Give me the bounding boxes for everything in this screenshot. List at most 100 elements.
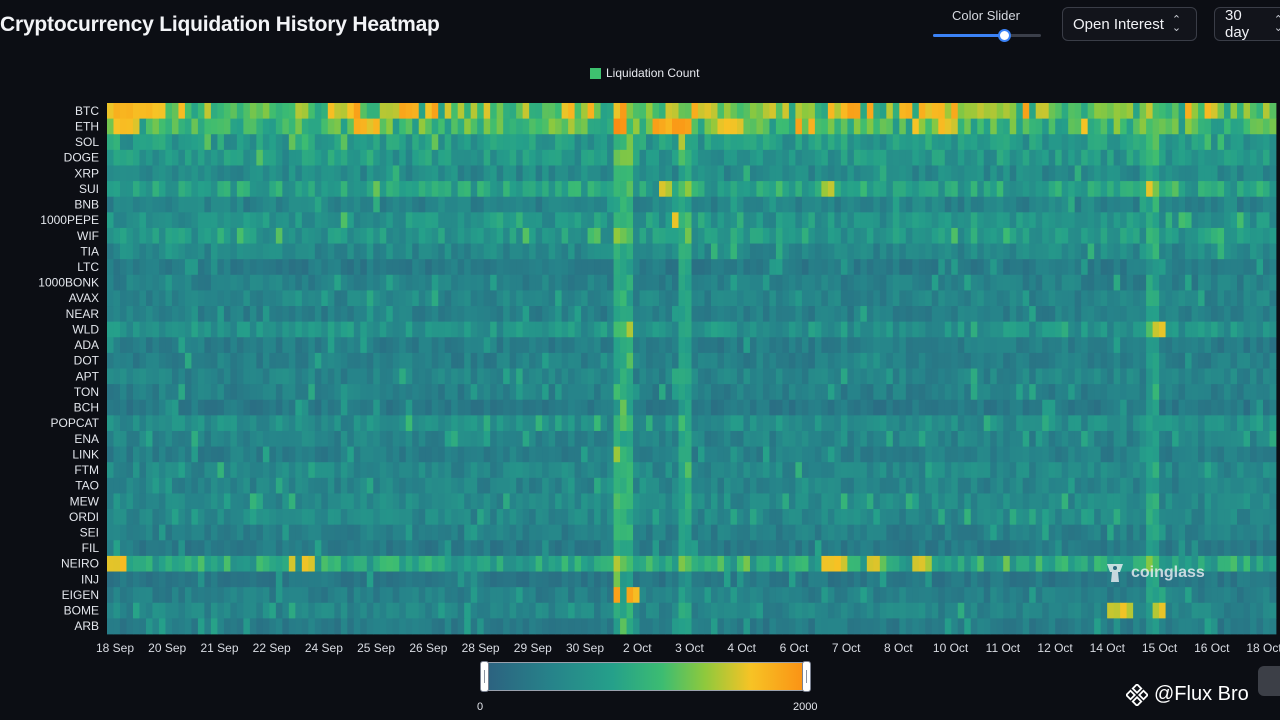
heatmap-cell[interactable] [912, 259, 920, 276]
heatmap-cell[interactable] [503, 259, 511, 276]
heatmap-cell[interactable] [217, 321, 225, 338]
heatmap-cell[interactable] [1211, 165, 1218, 182]
heatmap-cell[interactable] [587, 118, 595, 135]
heatmap-cell[interactable] [269, 446, 277, 463]
heatmap-cell[interactable] [529, 290, 537, 307]
heatmap-cell[interactable] [639, 384, 647, 401]
heatmap-cell[interactable] [1237, 477, 1244, 494]
heatmap-cell[interactable] [158, 477, 166, 494]
heatmap-cell[interactable] [938, 306, 946, 323]
heatmap-cell[interactable] [1256, 430, 1264, 447]
heatmap-cell[interactable] [561, 524, 569, 541]
heatmap-cell[interactable] [723, 212, 731, 229]
heatmap-cell[interactable] [607, 430, 614, 447]
heatmap-cell[interactable] [1250, 212, 1257, 229]
heatmap-cell[interactable] [1191, 477, 1199, 494]
heatmap-cell[interactable] [477, 274, 485, 291]
heatmap-cell[interactable] [223, 430, 231, 447]
heatmap-cell[interactable] [490, 134, 498, 151]
heatmap-cell[interactable] [1172, 103, 1179, 120]
heatmap-cell[interactable] [847, 290, 855, 307]
heatmap-cell[interactable] [600, 290, 608, 307]
heatmap-cell[interactable] [931, 337, 939, 354]
heatmap-cell[interactable] [132, 446, 140, 463]
heatmap-cell[interactable] [886, 321, 894, 338]
heatmap-cell[interactable] [665, 430, 673, 447]
heatmap-cell[interactable] [340, 368, 348, 385]
heatmap-cell[interactable] [1042, 509, 1050, 526]
heatmap-cell[interactable] [672, 227, 679, 244]
heatmap-cell[interactable] [938, 446, 946, 463]
heatmap-cell[interactable] [457, 337, 465, 354]
heatmap-cell[interactable] [418, 274, 426, 291]
heatmap-cell[interactable] [1048, 134, 1056, 151]
heatmap-cell[interactable] [730, 212, 738, 229]
heatmap-cell[interactable] [749, 399, 757, 416]
heatmap-cell[interactable] [438, 274, 446, 291]
heatmap-cell[interactable] [769, 430, 777, 447]
heatmap-cell[interactable] [269, 524, 277, 541]
heatmap-cell[interactable] [548, 259, 556, 276]
heatmap-cell[interactable] [1139, 259, 1147, 276]
heatmap-cell[interactable] [691, 227, 699, 244]
heatmap-cell[interactable] [379, 149, 387, 166]
heatmap-cell[interactable] [704, 134, 712, 151]
heatmap-cell[interactable] [646, 493, 653, 510]
heatmap-cell[interactable] [145, 352, 153, 369]
heatmap-cell[interactable] [1152, 306, 1160, 323]
heatmap-cell[interactable] [269, 337, 277, 354]
heatmap-cell[interactable] [373, 446, 381, 463]
heatmap-cell[interactable] [795, 462, 803, 479]
heatmap-cell[interactable] [594, 134, 601, 151]
heatmap-cell[interactable] [808, 306, 816, 323]
heatmap-cell[interactable] [256, 384, 264, 401]
heatmap-cell[interactable] [431, 306, 439, 323]
heatmap-cell[interactable] [107, 306, 114, 323]
heatmap-cell[interactable] [788, 196, 796, 213]
heatmap-cell[interactable] [730, 118, 738, 135]
heatmap-cell[interactable] [788, 274, 796, 291]
heatmap-cell[interactable] [938, 227, 946, 244]
heatmap-cell[interactable] [574, 462, 582, 479]
heatmap-cell[interactable] [704, 352, 712, 369]
heatmap-cell[interactable] [477, 165, 485, 182]
heatmap-cell[interactable] [256, 462, 264, 479]
heatmap-cell[interactable] [236, 227, 244, 244]
heatmap-cell[interactable] [808, 243, 816, 260]
heatmap-cell[interactable] [905, 165, 913, 182]
heatmap-cell[interactable] [1198, 430, 1205, 447]
heatmap-cell[interactable] [633, 118, 640, 135]
heatmap-cell[interactable] [561, 306, 569, 323]
heatmap-cell[interactable] [600, 306, 608, 323]
heatmap-cell[interactable] [1029, 430, 1037, 447]
heatmap-cell[interactable] [1074, 399, 1082, 416]
heatmap-cell[interactable] [295, 462, 303, 479]
heatmap-cell[interactable] [1204, 337, 1212, 354]
heatmap-cell[interactable] [710, 134, 718, 151]
heatmap-cell[interactable] [691, 352, 699, 369]
heatmap-cell[interactable] [256, 274, 264, 291]
heatmap-cell[interactable] [990, 196, 998, 213]
heatmap-cell[interactable] [717, 337, 725, 354]
heatmap-cell[interactable] [262, 368, 270, 385]
heatmap-cell[interactable] [522, 430, 530, 447]
heatmap-cell[interactable] [535, 430, 543, 447]
heatmap-cell[interactable] [600, 446, 608, 463]
heatmap-cell[interactable] [568, 430, 575, 447]
heatmap-cell[interactable] [1061, 290, 1069, 307]
heatmap-cell[interactable] [470, 337, 478, 354]
heatmap-cell[interactable] [191, 165, 199, 182]
heatmap-cell[interactable] [685, 227, 692, 244]
heatmap-cell[interactable] [1120, 149, 1128, 166]
heatmap-cell[interactable] [1081, 149, 1089, 166]
heatmap-cell[interactable] [1146, 352, 1153, 369]
heatmap-cell[interactable] [646, 212, 653, 229]
heatmap-cell[interactable] [184, 446, 192, 463]
heatmap-cell[interactable] [1224, 399, 1231, 416]
heatmap-cell[interactable] [951, 259, 959, 276]
heatmap-cell[interactable] [574, 399, 582, 416]
heatmap-cell[interactable] [620, 352, 627, 369]
heatmap-cell[interactable] [613, 181, 621, 198]
heatmap-cell[interactable] [1042, 446, 1050, 463]
heatmap-cell[interactable] [847, 509, 855, 526]
